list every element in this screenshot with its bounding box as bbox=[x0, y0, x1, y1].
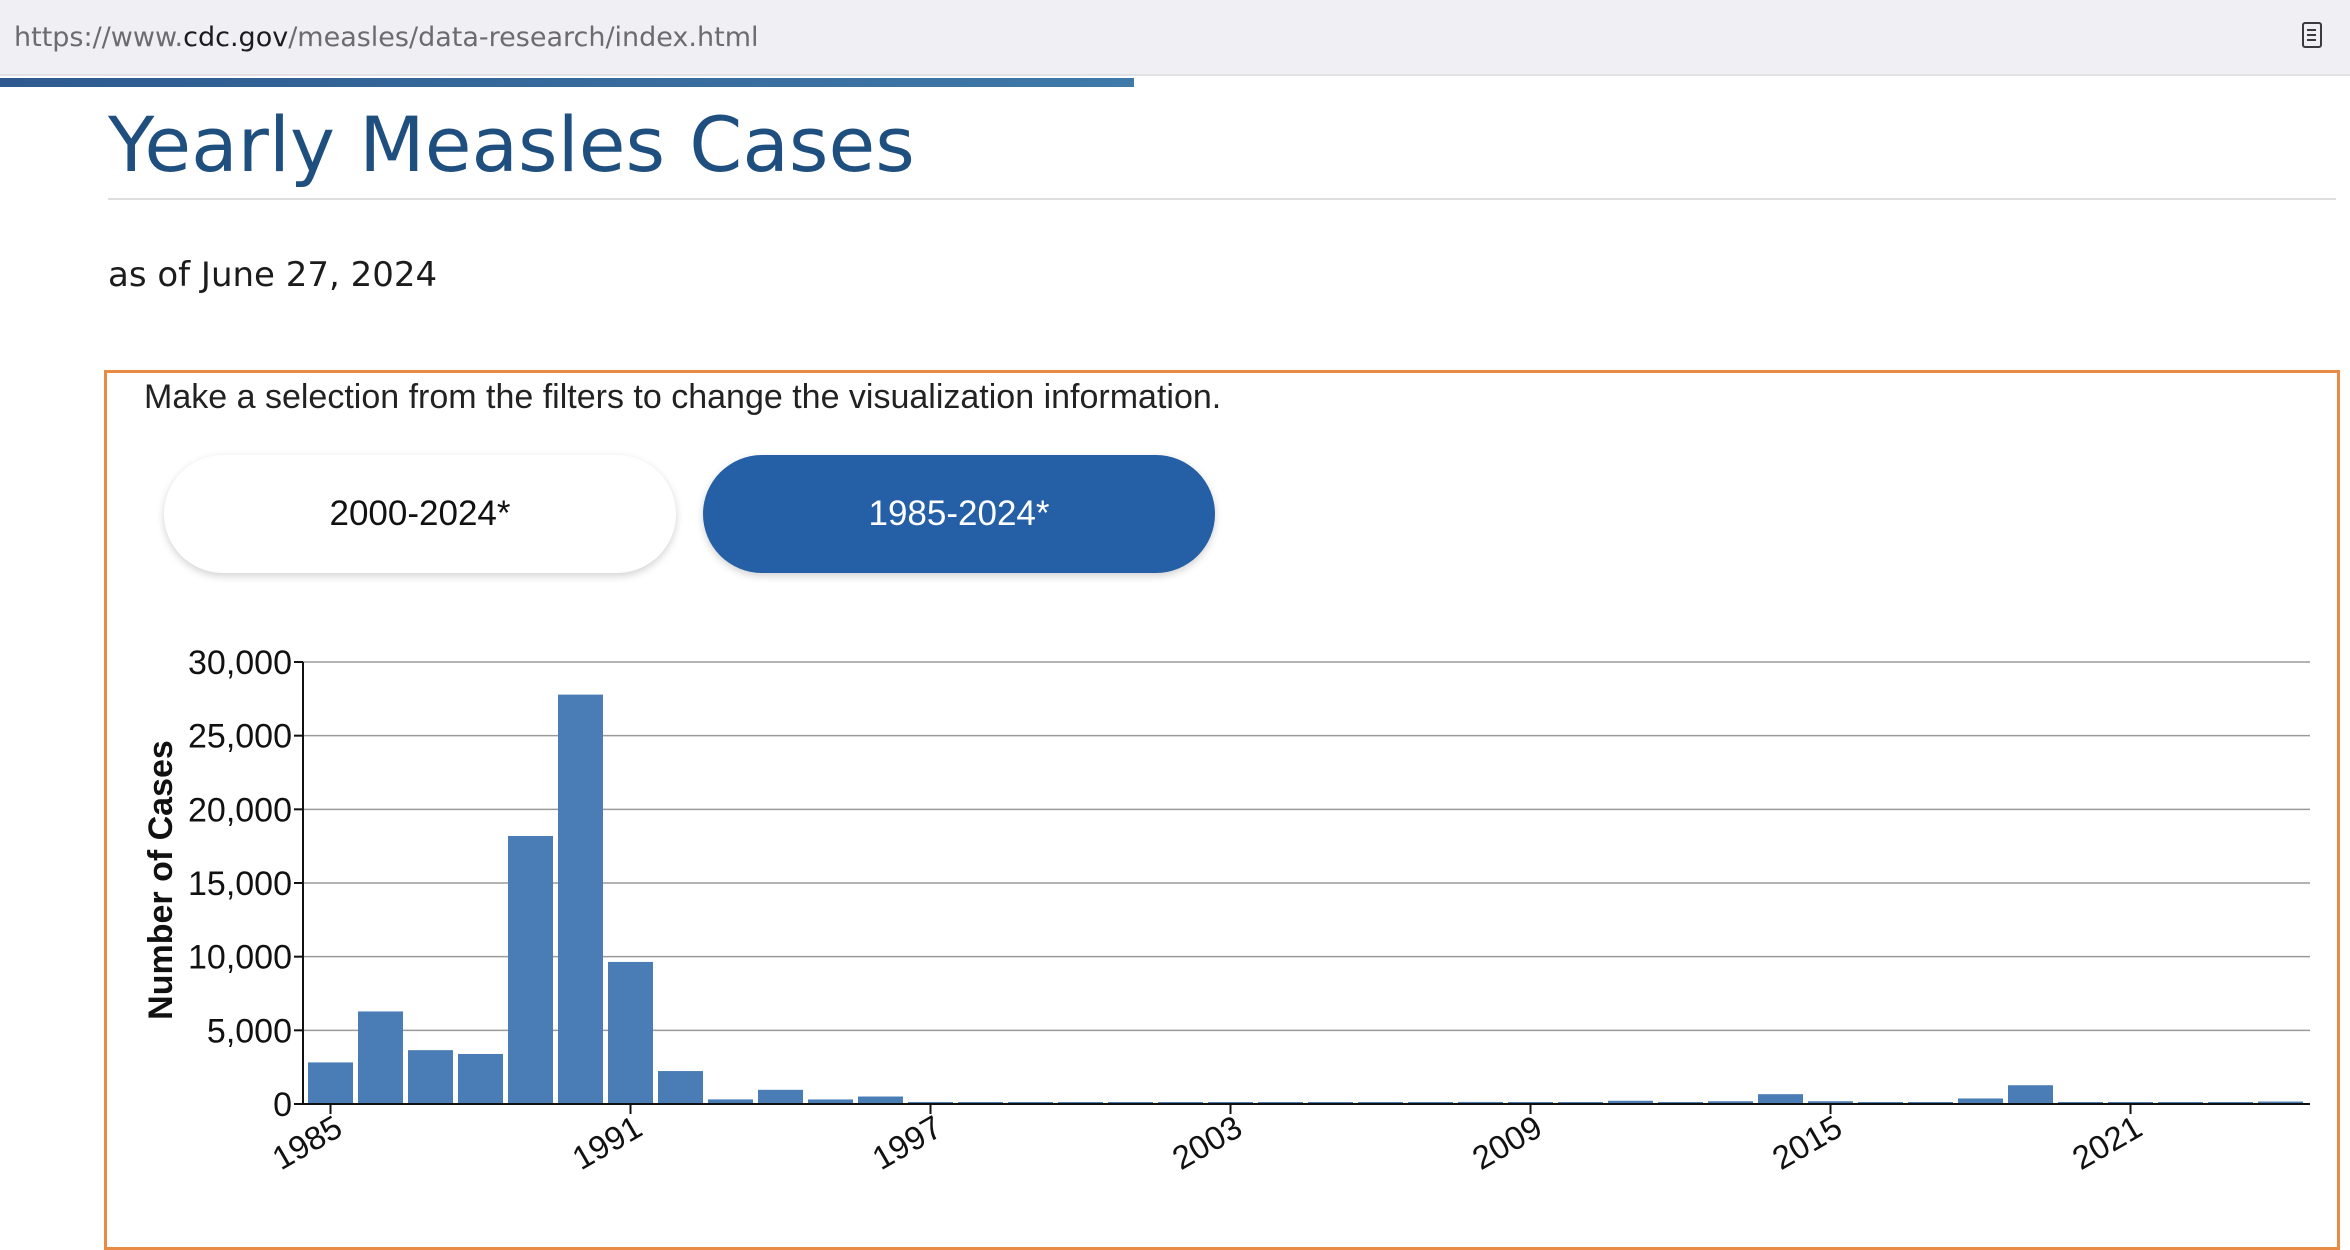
bar-1988 bbox=[458, 1053, 503, 1104]
y-tick-label: 5,000 bbox=[207, 1012, 292, 1050]
bar-1989 bbox=[508, 835, 553, 1104]
y-tick-label: 30,000 bbox=[188, 644, 292, 682]
bar-1995 bbox=[808, 1099, 853, 1104]
x-tick-label: 2003 bbox=[1166, 1108, 1248, 1177]
url-text[interactable]: https://www.cdc.gov/measles/data-researc… bbox=[14, 22, 759, 53]
x-tick-label: 2015 bbox=[1766, 1108, 1848, 1177]
filter-2000-2024-button[interactable]: 2000-2024* bbox=[164, 455, 676, 573]
y-tick-label: 20,000 bbox=[188, 791, 292, 829]
bar-2013 bbox=[1708, 1101, 1753, 1104]
bar-1997 bbox=[908, 1101, 953, 1104]
url-domain: cdc.gov bbox=[183, 22, 289, 53]
bar-2008 bbox=[1458, 1101, 1503, 1104]
bar-1985 bbox=[308, 1062, 353, 1104]
bar-2011 bbox=[1608, 1100, 1653, 1104]
bar-1996 bbox=[858, 1096, 903, 1104]
x-tick-label: 1997 bbox=[866, 1108, 948, 1177]
bar-2015 bbox=[1808, 1101, 1853, 1104]
y-tick-label: 10,000 bbox=[188, 939, 292, 977]
as-of-date: as of June 27, 2024 bbox=[108, 255, 438, 295]
x-tick-label: 1991 bbox=[566, 1108, 648, 1177]
bar-1994 bbox=[758, 1089, 803, 1104]
y-tick-label: 25,000 bbox=[188, 718, 292, 756]
bar-2024 bbox=[2258, 1101, 2303, 1104]
bar-2019 bbox=[2008, 1085, 2053, 1104]
filter-1985-2024-button[interactable]: 1985-2024* bbox=[703, 455, 1215, 573]
reader-view-icon[interactable] bbox=[2302, 22, 2322, 48]
url-prefix: https://www. bbox=[14, 22, 184, 53]
url-path: /measles/data-research/index.html bbox=[288, 22, 759, 53]
bar-2018 bbox=[1958, 1098, 2003, 1104]
x-tick-label: 2021 bbox=[2066, 1108, 2148, 1177]
y-tick-label: 0 bbox=[273, 1086, 292, 1124]
bar-1987 bbox=[408, 1050, 453, 1104]
browser-url-bar[interactable]: https://www.cdc.gov/measles/data-researc… bbox=[0, 0, 2350, 76]
bar-1986 bbox=[358, 1011, 403, 1104]
bar-1991 bbox=[608, 961, 653, 1104]
page-title: Yearly Measles Cases bbox=[108, 100, 915, 189]
page-progress-bar bbox=[0, 78, 1134, 87]
bar-1990 bbox=[558, 694, 603, 1104]
bar-2014 bbox=[1758, 1094, 1803, 1104]
title-divider bbox=[108, 198, 2336, 200]
filter-instructions: Make a selection from the filters to cha… bbox=[144, 378, 1222, 416]
y-axis-label: Number of Cases bbox=[142, 740, 180, 1020]
bar-1992 bbox=[658, 1071, 703, 1104]
measles-bar-chart: 05,00010,00015,00020,00025,00030,0001985… bbox=[142, 644, 2310, 1177]
bar-1993 bbox=[708, 1099, 753, 1104]
x-tick-label: 2009 bbox=[1466, 1108, 1548, 1177]
y-tick-label: 15,000 bbox=[188, 865, 292, 903]
